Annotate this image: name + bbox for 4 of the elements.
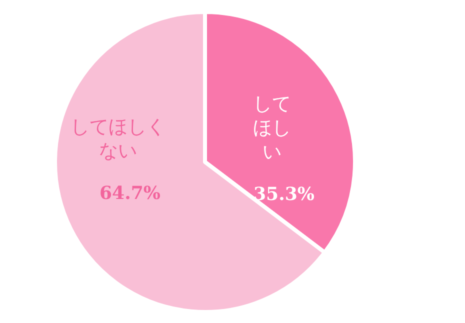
data-label: 64.7% (100, 183, 160, 204)
data-label: 35.3% (254, 184, 314, 205)
slice-label: してほしくない (70, 116, 166, 162)
slice-label: してほしい (253, 93, 291, 163)
